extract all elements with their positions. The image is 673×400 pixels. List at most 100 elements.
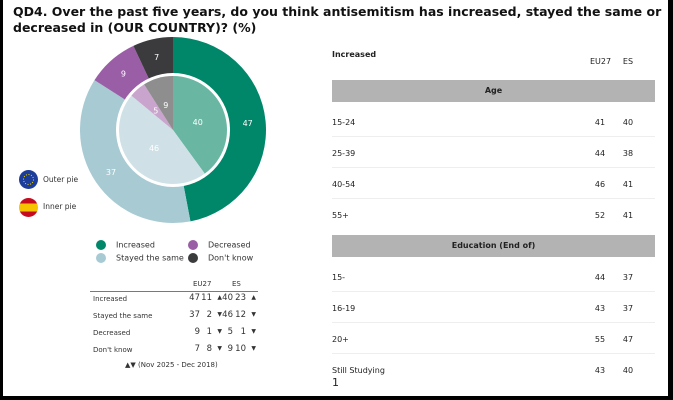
es-change: 1: [240, 327, 246, 337]
row-label: 16-19: [332, 304, 356, 313]
legend-swatch: [188, 253, 198, 263]
breakdown-row: 16-19 43 37: [332, 304, 655, 313]
eu27-value: 43: [594, 366, 606, 375]
inner-data-label: 5: [153, 106, 158, 115]
divider: [332, 353, 655, 354]
legend-swatch: [96, 253, 106, 263]
inner-slice-don-t-know: [144, 76, 173, 130]
eu27-value: 44: [594, 273, 606, 282]
change-arrow-icon: ▼: [217, 311, 222, 318]
legend-label: Decreased: [208, 240, 251, 250]
outer-data-label: 47: [243, 119, 253, 128]
section-header: Education (End of): [332, 235, 655, 257]
es-value: 5: [227, 327, 233, 337]
change-note: ▲▼ (Nov 2025 - Dec 2018): [125, 361, 218, 369]
eu27-value: 9: [194, 327, 200, 337]
es-value: 47: [622, 335, 634, 344]
legend-item-stayed: Stayed the same: [96, 253, 184, 263]
eu27-change: 8: [206, 344, 212, 354]
eu27-change: 11: [201, 293, 212, 303]
legend-label: Don't know: [208, 253, 254, 263]
es-value: 41: [622, 211, 634, 220]
divider: [332, 198, 655, 199]
divider: [332, 167, 655, 168]
change-arrow-icon: ▼: [251, 345, 256, 352]
breakdown-row: 15-24 41 40: [332, 118, 655, 127]
col-header-eu27: EU27: [590, 57, 612, 66]
legend-swatch: [188, 240, 198, 250]
legend-swatch: [96, 240, 106, 250]
eu27-value: 37: [189, 310, 200, 320]
col-header-es: ES: [232, 280, 241, 288]
breakdown-row: 40-54 46 41: [332, 180, 655, 189]
row-label: 20+: [332, 335, 349, 344]
summary-row: Increased 47 11 ▲ 40 23 ▲: [93, 293, 258, 303]
change-arrow-icon: ▲: [251, 294, 256, 301]
breakdown-row: 55+ 52 41: [332, 211, 655, 220]
col-header-es: ES: [622, 57, 634, 66]
eu27-value: 46: [594, 180, 606, 189]
es-value: 9: [227, 344, 233, 354]
outer-pie-label: Outer pie: [43, 175, 79, 184]
outer-data-label: 7: [154, 53, 159, 62]
row-label: Still Studying: [332, 366, 385, 375]
es-value: 37: [622, 273, 634, 282]
inner-pie-label: Inner pie: [43, 202, 77, 211]
eu27-change: 1: [206, 327, 212, 337]
divider: [332, 291, 655, 292]
change-arrow-icon: ▼: [217, 328, 222, 335]
eu27-value: 55: [594, 335, 606, 344]
row-label: 55+: [332, 211, 349, 220]
row-label: 15-24: [332, 118, 356, 127]
section-header: Age: [332, 80, 655, 102]
es-value: 40: [622, 366, 634, 375]
row-label: Don't know: [93, 346, 133, 354]
breakdown-row: 20+ 55 47: [332, 335, 655, 344]
inner-slice-stayed-the-same: [119, 95, 205, 184]
outer-data-label: 9: [121, 70, 126, 79]
eu-flag-icon: [19, 170, 38, 189]
eu27-value: 43: [594, 304, 606, 313]
eu27-value: 44: [594, 149, 606, 158]
chart-title: QD4. Over the past five years, do you th…: [13, 4, 662, 35]
row-label: 40-54: [332, 180, 356, 189]
breakdown-row: 25-39 44 38: [332, 149, 655, 158]
summary-row: Decreased 9 1 ▼ 5 1 ▼: [93, 327, 258, 337]
row-label: Decreased: [93, 329, 131, 337]
inner-slice-decreased: [131, 84, 173, 130]
eu27-value: 7: [194, 344, 200, 354]
es-value: 40: [622, 118, 634, 127]
spain-flag-icon: [19, 198, 38, 217]
page-number: 1: [332, 376, 339, 389]
inner-data-label: 46: [149, 144, 159, 153]
inner-data-label: 40: [193, 118, 203, 127]
legend-label: Stayed the same: [116, 253, 184, 263]
breakdown-row: 15- 44 37: [332, 273, 655, 282]
change-arrow-icon: ▼: [251, 311, 256, 318]
row-label: 15-: [332, 273, 346, 282]
breakdown-title: Increased: [332, 50, 377, 59]
eu27-value: 52: [594, 211, 606, 220]
row-label: Stayed the same: [93, 312, 153, 320]
summary-row: Stayed the same 37 2 ▼ 46 12 ▼: [93, 310, 258, 320]
row-label: 25-39: [332, 149, 356, 158]
eu27-value: 47: [189, 293, 200, 303]
breakdown-row: Still Studying 43 40: [332, 366, 655, 375]
divider: [90, 291, 258, 292]
change-arrow-icon: ▲: [217, 294, 222, 301]
es-value: 37: [622, 304, 634, 313]
divider: [332, 322, 655, 323]
es-value: 46: [222, 310, 233, 320]
outer-data-label: 37: [106, 168, 116, 177]
eu27-value: 41: [594, 118, 606, 127]
change-arrow-icon: ▼: [251, 328, 256, 335]
legend-item-decreased: Decreased: [188, 240, 251, 250]
summary-row: Don't know 7 8 ▼ 9 10 ▼: [93, 344, 258, 354]
col-header-eu27: EU27: [193, 280, 212, 288]
legend-label: Increased: [116, 240, 155, 250]
es-value: 40: [222, 293, 233, 303]
change-arrow-icon: ▼: [217, 345, 222, 352]
es-change: 12: [235, 310, 246, 320]
inner-slice-increased: [173, 76, 228, 174]
